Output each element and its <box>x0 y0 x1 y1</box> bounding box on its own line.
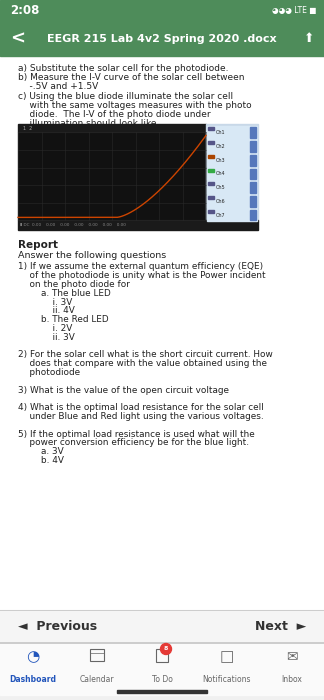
Text: ◔: ◔ <box>26 650 39 664</box>
Text: Report: Report <box>18 240 58 251</box>
Text: Next  ►: Next ► <box>255 620 306 633</box>
Bar <box>208 127 214 130</box>
Text: with the same voltages measures with the photo: with the same voltages measures with the… <box>18 101 252 110</box>
Text: power conversion efficiency be for the blue light.: power conversion efficiency be for the b… <box>18 438 249 447</box>
Text: EEGR 215 Lab 4v2 Spring 2020 .docx: EEGR 215 Lab 4v2 Spring 2020 .docx <box>47 34 277 44</box>
Bar <box>208 210 214 213</box>
Bar <box>206 125 258 220</box>
Bar <box>207 154 257 167</box>
Bar <box>250 169 256 179</box>
Text: 8: 8 <box>164 647 168 652</box>
Text: c) Using the blue diode illuminate the solar cell: c) Using the blue diode illuminate the s… <box>18 92 233 101</box>
Text: 1) If we assume the external quantum efficiency (EQE): 1) If we assume the external quantum eff… <box>18 262 263 272</box>
Bar <box>208 155 214 158</box>
Text: ii. 4V: ii. 4V <box>18 307 75 316</box>
Text: ◄  Previous: ◄ Previous <box>18 620 97 633</box>
Text: 2) For the solar cell what is the short circuit current. How: 2) For the solar cell what is the short … <box>18 351 273 359</box>
Bar <box>250 127 256 138</box>
Text: photodiode: photodiode <box>18 368 80 377</box>
Bar <box>90 649 104 661</box>
Bar <box>208 182 214 186</box>
Text: on the photo diode for: on the photo diode for <box>18 280 130 289</box>
Text: 3) What is the value of the open circuit voltage: 3) What is the value of the open circuit… <box>18 386 229 395</box>
Bar <box>18 132 206 220</box>
Text: Ch1: Ch1 <box>216 130 226 135</box>
Text: -.5V and +1.5V: -.5V and +1.5V <box>18 83 98 92</box>
Text: i. 3V: i. 3V <box>18 298 72 307</box>
Text: Ch3: Ch3 <box>216 158 226 162</box>
Text: □: □ <box>220 650 234 664</box>
Bar <box>0 56 324 610</box>
Text: diode.  The I-V of the photo diode under: diode. The I-V of the photo diode under <box>18 110 211 119</box>
Text: b) Measure the I-V curve of the solar cell between: b) Measure the I-V curve of the solar ce… <box>18 74 245 82</box>
Text: a) Substitute the solar cell for the photodiode.: a) Substitute the solar cell for the pho… <box>18 64 228 73</box>
Text: Ch4: Ch4 <box>216 172 226 176</box>
Text: a. The blue LED: a. The blue LED <box>18 289 111 298</box>
Text: Ch5: Ch5 <box>216 185 226 190</box>
Bar <box>0 610 324 642</box>
Bar <box>208 141 214 144</box>
Bar <box>117 690 207 693</box>
Text: ◕◕◕ LTE ■: ◕◕◕ LTE ■ <box>272 6 316 15</box>
Bar <box>208 196 214 199</box>
Text: b. 4V: b. 4V <box>18 456 64 465</box>
Text: Answer the following questions: Answer the following questions <box>18 251 166 260</box>
Bar <box>207 209 257 221</box>
Bar <box>18 125 206 132</box>
Bar <box>156 649 168 662</box>
Bar <box>18 220 258 230</box>
Bar <box>250 196 256 206</box>
Text: Ch7: Ch7 <box>216 213 226 218</box>
Text: illumination should look like: illumination should look like <box>18 119 156 128</box>
Circle shape <box>160 643 171 655</box>
Text: <: < <box>10 30 25 48</box>
Text: does that compare with the value obtained using the: does that compare with the value obtaine… <box>18 359 267 368</box>
Text: b. The Red LED: b. The Red LED <box>18 315 109 324</box>
Bar <box>207 181 257 194</box>
Text: 1  2: 1 2 <box>20 126 32 131</box>
Text: To Do: To Do <box>152 675 172 683</box>
Text: Dashboard: Dashboard <box>9 675 56 683</box>
Bar <box>207 140 257 153</box>
Bar <box>208 169 214 172</box>
Text: of the photodiode is unity what is the Power incident: of the photodiode is unity what is the P… <box>18 271 266 280</box>
Text: i. 2V: i. 2V <box>18 324 72 333</box>
Text: Notifications: Notifications <box>202 675 251 683</box>
Text: Ch6: Ch6 <box>216 199 226 204</box>
Text: Calendar: Calendar <box>80 675 114 683</box>
Text: ✉: ✉ <box>286 650 297 664</box>
Bar <box>207 127 257 139</box>
Text: ▮ DC  0.00    0.00    0.00    0.00    0.00    0.00    0.00: ▮ DC 0.00 0.00 0.00 0.00 0.00 0.00 0.00 <box>20 223 126 228</box>
Bar <box>0 22 324 56</box>
Bar <box>250 210 256 220</box>
Bar <box>207 167 257 181</box>
Text: ⬆: ⬆ <box>304 32 314 46</box>
Text: ii. 3V: ii. 3V <box>18 332 75 342</box>
Text: 2:08: 2:08 <box>10 4 40 18</box>
Text: a. 3V: a. 3V <box>18 447 64 456</box>
Bar <box>250 182 256 193</box>
Text: Inbox: Inbox <box>281 675 302 683</box>
Bar <box>0 0 324 22</box>
Bar <box>207 195 257 208</box>
Text: 5) If the optimal load resistance is used what will the: 5) If the optimal load resistance is use… <box>18 430 255 439</box>
Text: Ch2: Ch2 <box>216 144 226 149</box>
Bar <box>250 141 256 152</box>
Text: 4) What is the optimal load resistance for the solar cell: 4) What is the optimal load resistance f… <box>18 403 264 412</box>
Text: under Blue and Red light using the various voltages.: under Blue and Red light using the vario… <box>18 412 264 421</box>
Bar <box>0 643 324 695</box>
Bar <box>250 155 256 165</box>
